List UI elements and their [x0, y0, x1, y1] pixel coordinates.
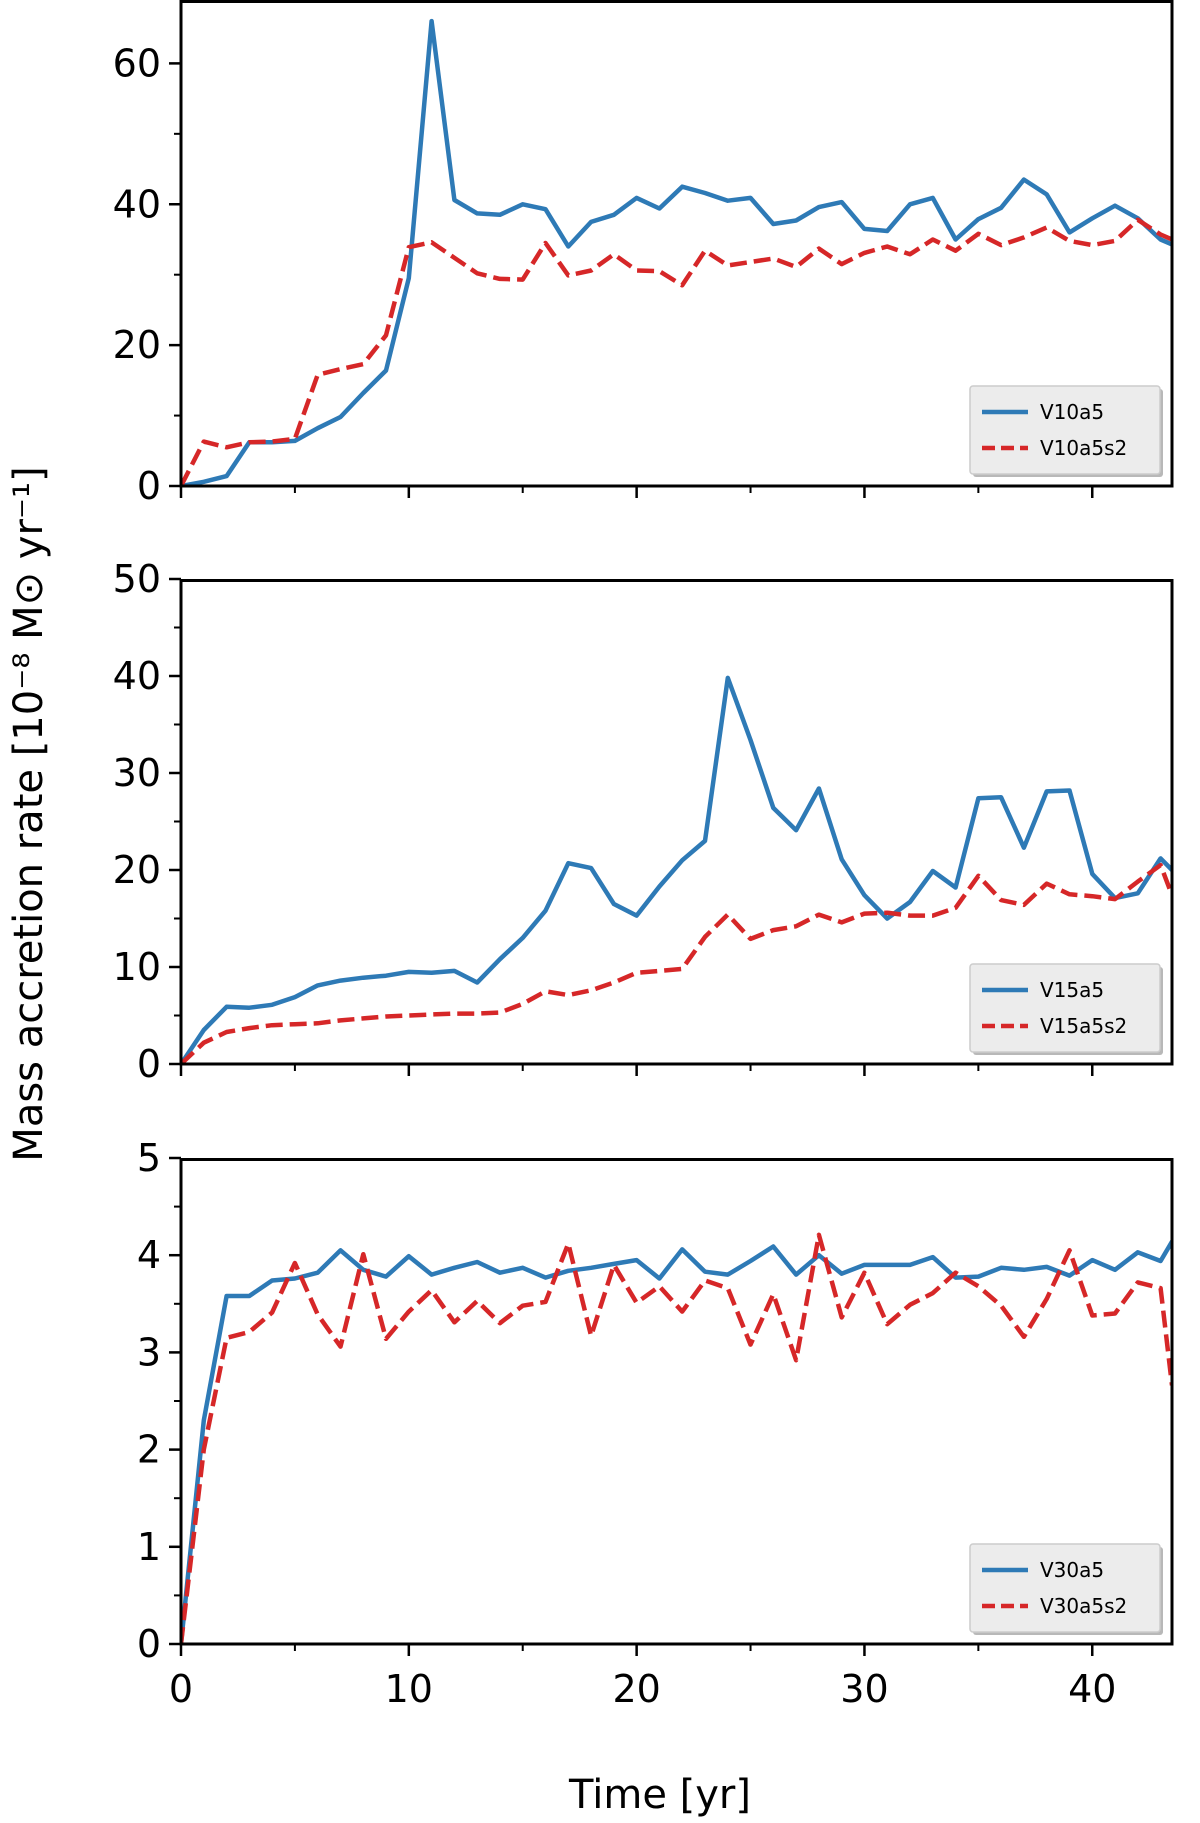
x-tick-label: 40 [1068, 1667, 1116, 1711]
y-tick-label: 0 [137, 464, 161, 508]
y-tick-label: 0 [137, 1042, 161, 1086]
x-tick-label: 10 [385, 1667, 433, 1711]
panel-3: 0 1 2 3 4 5 V30a5 V30a5s2 [137, 1136, 1174, 1666]
legend: V15a5 V15a5s2 [969, 963, 1163, 1055]
series-line-V15a5s2 [181, 862, 1172, 1064]
y-tick-label: 40 [113, 654, 161, 698]
legend: V30a5 V30a5s2 [969, 1543, 1163, 1635]
series-line-V30a5 [181, 1239, 1172, 1644]
x-axis-label: Time [yr] [568, 1772, 751, 1818]
legend-label: V10a5s2 [1040, 436, 1127, 460]
y-tick-label: 20 [113, 848, 161, 892]
legend-label: V10a5 [1040, 400, 1104, 424]
series-line-V10a5 [181, 18, 1172, 486]
legend-label: V30a5 [1040, 1558, 1104, 1582]
y-tick-label: 40 [113, 182, 161, 226]
y-axis-label: Mass accretion rate [10⁻⁸ M⊙ yr⁻¹] [6, 466, 52, 1161]
legend-label: V15a5 [1040, 978, 1104, 1002]
x-tick-label: 30 [840, 1667, 888, 1711]
panel-2: 0 10 20 30 40 50 V15a5 V15a5s2 [113, 557, 1174, 1086]
series-line-V10a5s2 [181, 217, 1172, 486]
legend-box [969, 963, 1161, 1053]
y-tick-label: 10 [113, 945, 161, 989]
x-tick-label: 20 [612, 1667, 660, 1711]
y-tick-label: 2 [137, 1428, 161, 1472]
panel-1: 0 20 40 60 V10a5 V10a5s2 [113, 0, 1174, 508]
y-tick-label: 30 [113, 751, 161, 795]
legend-box [969, 385, 1161, 475]
series-line-V15a5 [181, 675, 1172, 1064]
legend-box [969, 1543, 1161, 1633]
legend-label: V15a5s2 [1040, 1014, 1127, 1038]
y-tick-label: 0 [137, 1622, 161, 1666]
legend-label: V30a5s2 [1040, 1594, 1127, 1618]
legend: V10a5 V10a5s2 [969, 385, 1163, 477]
y-tick-label: 50 [113, 557, 161, 601]
x-tick-label: 0 [169, 1667, 193, 1711]
y-tick-label: 4 [137, 1233, 161, 1277]
y-tick-label: 3 [137, 1330, 161, 1374]
panels: 0204060V10a5V10a5s201020304050V15a5V15a5… [113, 0, 1174, 1711]
plot-frame [179, 0, 1174, 488]
y-tick-label: 60 [113, 41, 161, 85]
y-tick-label: 20 [113, 323, 161, 367]
series-line-V30a5s2 [181, 1232, 1172, 1644]
y-tick-label: 1 [137, 1525, 161, 1569]
y-tick-label: 5 [137, 1136, 161, 1180]
